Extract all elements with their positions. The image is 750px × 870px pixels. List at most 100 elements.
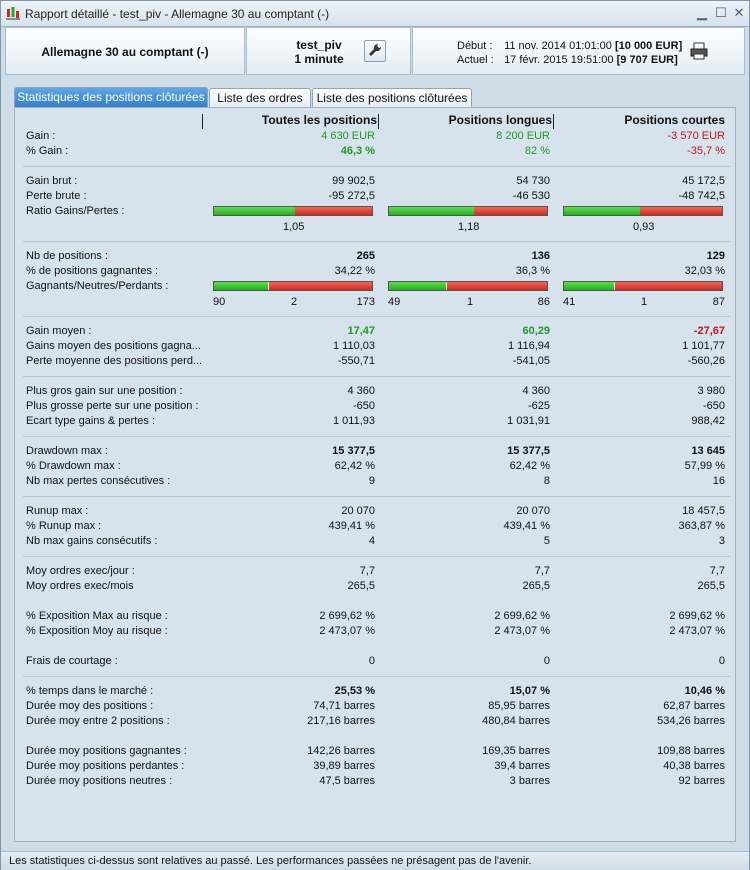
- tab-closed-positions-list[interactable]: Liste des positions clôturées: [312, 88, 472, 108]
- column-header-long: Positions longues: [448, 113, 552, 127]
- section-divider: [23, 436, 730, 437]
- value-long: 169,35 barres: [482, 745, 550, 757]
- instrument-cell: Allemagne 30 au comptant (-): [5, 27, 245, 75]
- value-long: 8: [543, 475, 550, 487]
- row-ratio-values: 1,05 1,18 0,93: [15, 220, 735, 235]
- row-drawdown: Drawdown max : 15 377,5 15 377,5 13 645: [15, 444, 735, 459]
- value-long: -541,05: [512, 355, 550, 367]
- row-label: Gain :: [26, 130, 56, 142]
- value-all: 2 473,07 %: [319, 625, 375, 637]
- value-short: 3: [718, 535, 725, 547]
- row-gain-moyen: Gain moyen : 17,47 60,29 -27,67: [15, 324, 735, 339]
- value-short: 45 172,5: [682, 175, 725, 187]
- instrument-name: Allemagne 30 au comptant (-): [41, 45, 209, 59]
- maximize-icon[interactable]: ☐: [715, 5, 727, 20]
- value-long: 15,07 %: [509, 685, 550, 697]
- start-date: 11 nov. 2014 01:01:00: [504, 40, 612, 52]
- strategy-info: test_piv 1 minute: [279, 38, 359, 66]
- tab-orders-list[interactable]: Liste des ordres: [209, 88, 311, 108]
- row-label: Gagnants/Neutres/Perdants :: [26, 280, 169, 292]
- value-long: -46 530: [512, 190, 550, 202]
- ratio-value-short: 0,93: [633, 221, 655, 233]
- printer-icon[interactable]: [689, 41, 709, 61]
- value-short: 40,38 barres: [663, 760, 725, 772]
- value-all: -550,71: [337, 355, 375, 367]
- value-short: 363,87 %: [678, 520, 725, 532]
- row-duree-positions: Durée moy des positions : 74,71 barres 8…: [15, 699, 735, 714]
- row-expo-moy: % Exposition Moy au risque : 2 473,07 % …: [15, 624, 735, 639]
- row-label: % de positions gagnantes :: [26, 265, 159, 277]
- window-title: Rapport détaillé - test_piv - Allemagne …: [25, 7, 330, 21]
- row-label: % Gain :: [26, 145, 69, 157]
- tab-closed-positions-stats[interactable]: Statistiques des positions clôturées: [14, 87, 208, 108]
- row-duree-entre: Durée moy entre 2 positions : 217,16 bar…: [15, 714, 735, 729]
- row-label: % Exposition Moy au risque :: [26, 625, 168, 637]
- column-separator: [553, 114, 554, 129]
- ratio-bar-long: [388, 206, 548, 216]
- gnp-winners-short: 41: [563, 296, 576, 308]
- value-long: 82 %: [524, 145, 550, 157]
- row-label: Nb max gains consécutifs :: [26, 535, 158, 547]
- row-nb-gains-consec: Nb max gains consécutifs : 4 5 3: [15, 534, 735, 549]
- row-frais: Frais de courtage : 0 0 0: [15, 654, 735, 669]
- status-bar: Les statistiques ci-dessus sont relative…: [1, 851, 749, 870]
- minimize-icon[interactable]: ▁: [697, 5, 707, 20]
- strategy-settings-button[interactable]: [364, 40, 386, 62]
- wrench-icon: [369, 43, 382, 56]
- value-short: 7,7: [709, 565, 725, 577]
- row-label: Gain brut :: [26, 175, 78, 187]
- section-divider: [23, 556, 730, 557]
- row-plus-gros-gain: Plus gros gain sur une position : 4 360 …: [15, 384, 735, 399]
- value-short: -560,26: [687, 355, 725, 367]
- gnp-losers-short: 87: [712, 296, 725, 308]
- value-all: -95 272,5: [328, 190, 375, 202]
- row-label: Durée moy des positions :: [26, 700, 154, 712]
- row-label: % Drawdown max :: [26, 460, 121, 472]
- value-short: -3 570 EUR: [667, 130, 725, 142]
- stats-panel: Toutes les positions Positions longues P…: [14, 107, 736, 842]
- value-all: 34,22 %: [334, 265, 375, 277]
- value-long: 20 070: [516, 505, 550, 517]
- value-short: 109,88 barres: [657, 745, 725, 757]
- report-header: Allemagne 30 au comptant (-) test_piv 1 …: [5, 27, 745, 75]
- close-icon[interactable]: ✕: [733, 5, 745, 20]
- column-header-short: Positions courtes: [624, 113, 725, 127]
- value-short: 988,42: [691, 415, 725, 427]
- value-all: 25,53 %: [334, 685, 375, 697]
- row-label: Plus gros gain sur une position :: [26, 385, 183, 397]
- section-divider: [23, 376, 730, 377]
- value-all: 265: [356, 250, 375, 262]
- value-long: 136: [531, 250, 550, 262]
- ratio-bar-short: [563, 206, 723, 216]
- value-short: 18 457,5: [682, 505, 725, 517]
- value-all: 4 360: [347, 385, 375, 397]
- gnp-losers-long: 86: [537, 296, 550, 308]
- value-short: -650: [702, 400, 725, 412]
- row-label: Plus grosse perte sur une position :: [26, 400, 199, 412]
- value-long: 7,7: [534, 565, 550, 577]
- dates-block: Début : 11 nov. 2014 01:01:00 [10 000 EU…: [457, 39, 682, 67]
- app-chart-icon: [6, 7, 20, 20]
- gnp-winners-all: 90: [213, 296, 226, 308]
- value-long: 439,41 %: [503, 520, 550, 532]
- row-label: Moy ordres exec/mois: [26, 580, 134, 592]
- value-short: -48 742,5: [678, 190, 725, 202]
- value-all: 4 630 EUR: [321, 130, 375, 142]
- value-all: -650: [352, 400, 375, 412]
- value-all: 2 699,62 %: [319, 610, 375, 622]
- value-all: 17,47: [347, 325, 375, 337]
- current-date: 17 févr. 2015 19:51:00: [504, 54, 614, 66]
- gnp-bar-short: [563, 281, 723, 291]
- value-long: 480,84 barres: [482, 715, 550, 727]
- start-capital: [10 000 EUR]: [614, 40, 683, 52]
- value-short: 129: [706, 250, 725, 262]
- value-short: 10,46 %: [684, 685, 725, 697]
- section-divider: [23, 241, 730, 242]
- title-bar[interactable]: Rapport détaillé - test_piv - Allemagne …: [1, 1, 749, 27]
- status-disclaimer: Les statistiques ci-dessus sont relative…: [9, 855, 532, 867]
- value-long: 1 031,91: [507, 415, 550, 427]
- value-short: -35,7 %: [687, 145, 725, 157]
- row-label: Drawdown max :: [26, 445, 108, 457]
- row-runup: Runup max : 20 070 20 070 18 457,5: [15, 504, 735, 519]
- value-long: 1 116,94: [507, 340, 550, 352]
